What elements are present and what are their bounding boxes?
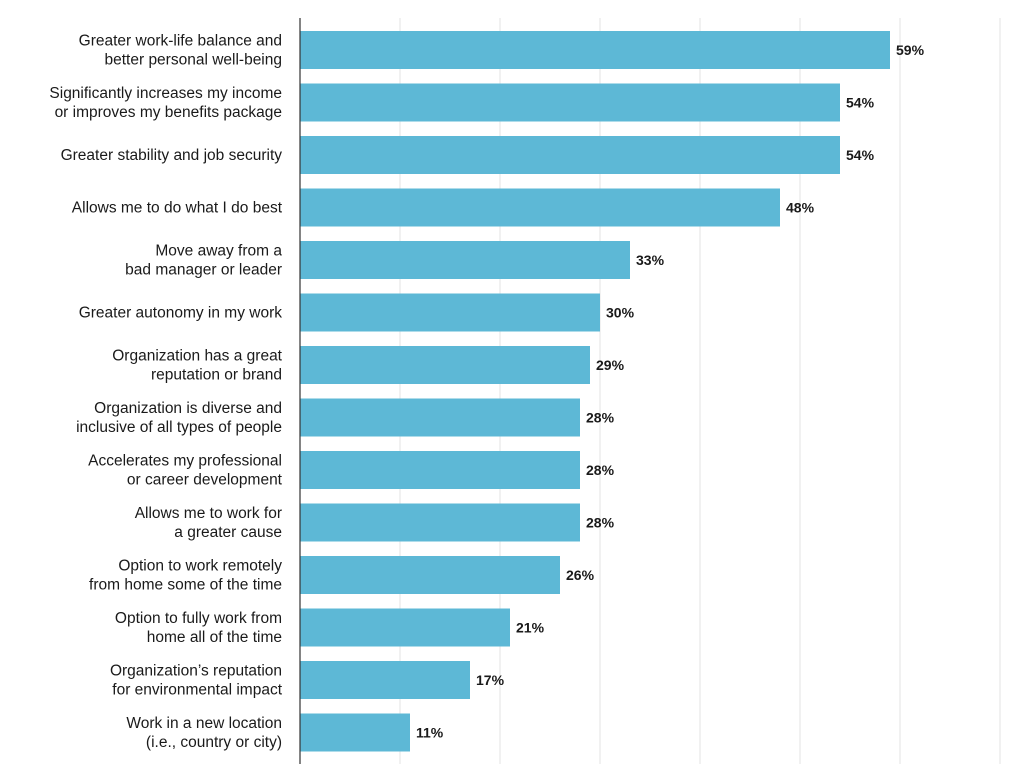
category-label-line: for environmental impact (112, 682, 282, 699)
value-label: 17% (476, 672, 505, 688)
bar (300, 31, 890, 69)
category-label-line: Organization is diverse and (94, 400, 282, 417)
category-label-line: Allows me to work for (135, 505, 282, 522)
category-label-line: Allows me to do what I do best (72, 200, 283, 217)
value-label: 30% (606, 305, 635, 321)
category-label-line: or improves my benefits package (55, 104, 282, 121)
value-label: 11% (416, 725, 444, 741)
category-labels: Greater work-life balance and better pers… (49, 33, 282, 752)
category-label-line: Significantly increases my income (49, 85, 282, 102)
bar (300, 451, 580, 489)
category-label: Move away from a bad manager or leader (125, 243, 282, 279)
value-label: 28% (586, 515, 615, 531)
value-label: 26% (566, 567, 595, 583)
value-label: 54% (846, 95, 875, 111)
bar (300, 398, 580, 437)
category-label: Significantly increases my income or impr… (49, 85, 282, 121)
category-label: Allows me to work for a greater cause (135, 505, 282, 541)
bar (300, 188, 780, 227)
category-label: Organization’s reputation for environment… (110, 663, 283, 699)
category-label-line: Greater autonomy in my work (79, 305, 283, 322)
value-label: 54% (846, 147, 875, 163)
bar (300, 556, 560, 594)
value-labels: 59% 54% 54% 48% 33% 30% 29% 28% 28% 28% 26% 21% 17% 1… (416, 42, 925, 741)
bar (300, 713, 410, 752)
bar (300, 608, 510, 647)
value-label: 33% (636, 252, 665, 268)
category-label: Allows me to do what I do best (72, 200, 283, 217)
category-label-line: or career development (127, 472, 283, 489)
bars (300, 31, 890, 752)
value-label: 21% (516, 620, 545, 636)
category-label: Option to work remotely from home some of… (89, 558, 282, 594)
category-label-line: Greater stability and job security (61, 147, 283, 164)
bar (300, 503, 580, 542)
category-label-line: from home some of the time (89, 577, 282, 594)
category-label-line: inclusive of all types of people (76, 419, 282, 436)
category-label: Option to fully work from home all of the… (115, 610, 282, 646)
value-label: 48% (786, 200, 815, 216)
category-label-line: bad manager or leader (125, 262, 282, 279)
value-label: 28% (586, 410, 615, 426)
category-label-line: Greater work-life balance and (79, 33, 282, 50)
category-label: Greater work-life balance and better pers… (79, 33, 282, 69)
category-label-line: a greater cause (174, 524, 282, 541)
category-label-line: Work in a new location (126, 715, 282, 732)
category-label-line: Move away from a (155, 243, 282, 260)
category-label-line: Option to work remotely (118, 558, 282, 575)
category-label-line: (i.e., country or city) (146, 734, 282, 751)
value-label: 28% (586, 462, 615, 478)
category-label-line: Organization has a great (112, 348, 282, 365)
category-label: Organization is diverse and inclusive of … (76, 400, 282, 436)
category-label: Organization has a great reputation or br… (112, 348, 282, 384)
category-label: Greater autonomy in my work (79, 305, 283, 322)
value-label: 59% (896, 42, 925, 58)
bar (300, 241, 630, 279)
gridlines (399, 18, 1001, 764)
category-label: Accelerates my professional or career dev… (88, 453, 283, 489)
category-label-line: better personal well-being (105, 52, 283, 69)
bar (300, 661, 470, 699)
category-label-line: home all of the time (147, 629, 282, 646)
category-label-line: Accelerates my professional (88, 453, 282, 470)
category-label-line: Organization’s reputation (110, 663, 282, 680)
bar (300, 293, 600, 332)
bar (300, 346, 590, 384)
value-label: 29% (596, 357, 625, 373)
category-label: Work in a new location (i.e., country or … (126, 715, 282, 751)
bar (300, 136, 840, 174)
category-label: Greater stability and job security (61, 147, 283, 164)
category-label-line: Option to fully work from (115, 610, 282, 627)
bar (300, 83, 840, 122)
category-label-line: reputation or brand (151, 367, 282, 384)
